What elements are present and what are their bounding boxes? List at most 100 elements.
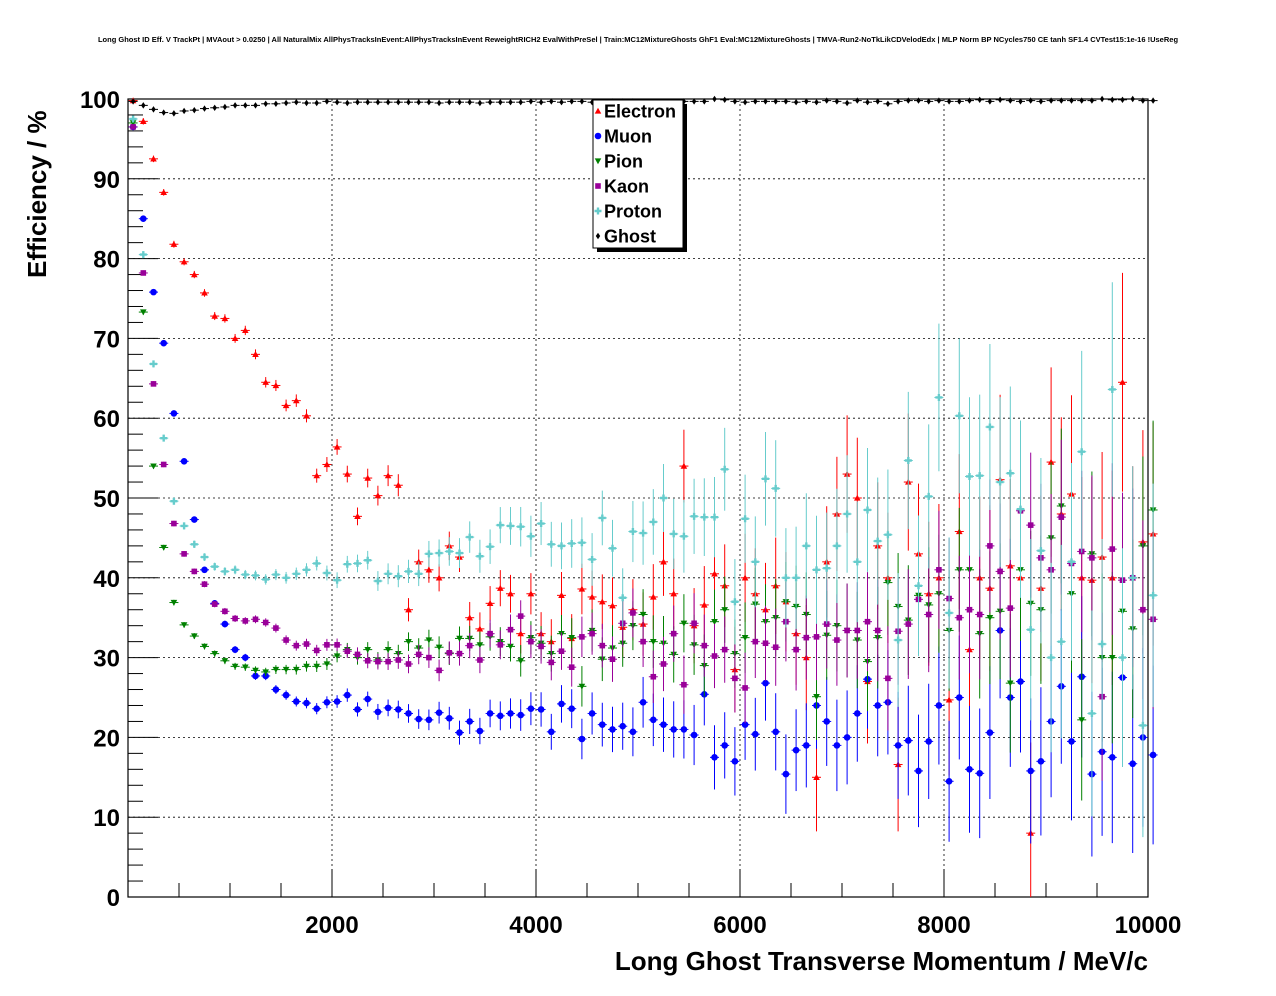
data-point [345, 99, 350, 107]
data-point [385, 658, 391, 665]
data-point [997, 96, 1003, 103]
data-point [313, 705, 321, 712]
data-point [384, 646, 392, 653]
data-point [579, 634, 585, 640]
data-point [680, 462, 688, 469]
data-point [548, 728, 555, 736]
data-point [343, 560, 351, 568]
data-point [1008, 97, 1013, 104]
data-point [191, 633, 198, 640]
data-point [242, 618, 249, 624]
data-point [221, 620, 229, 628]
data-point [670, 726, 677, 733]
data-point [1089, 555, 1095, 561]
data-point [833, 742, 841, 749]
data-point [385, 98, 391, 106]
data-point [477, 99, 483, 107]
data-point [772, 484, 780, 492]
data-point [293, 666, 300, 673]
data-point [834, 98, 840, 105]
data-point [263, 100, 268, 107]
data-point [405, 606, 412, 613]
legend-box [592, 99, 684, 249]
data-point [333, 576, 341, 584]
data-point [680, 532, 688, 540]
data-point [558, 542, 565, 550]
data-point [272, 571, 280, 579]
data-point [486, 710, 494, 717]
data-point [282, 666, 290, 673]
data-point [1057, 638, 1065, 646]
data-point [905, 737, 912, 744]
data-point [221, 315, 229, 322]
data-point [996, 478, 1004, 486]
data-point [537, 706, 545, 713]
data-point [415, 651, 422, 658]
data-point [741, 721, 749, 728]
data-point [1017, 505, 1024, 513]
data-point [712, 95, 717, 103]
data-point [364, 646, 371, 653]
data-point [406, 98, 411, 106]
data-point [1099, 95, 1105, 103]
data-point [466, 718, 474, 725]
data-point [150, 288, 157, 296]
data-point [650, 593, 657, 600]
data-point [242, 327, 249, 334]
data-point [181, 551, 187, 557]
data-point [517, 711, 524, 719]
legend-label: Kaon [604, 177, 649, 197]
data-point [160, 189, 167, 196]
legend-entry-kaon: Kaon [595, 177, 649, 197]
data-point [497, 642, 504, 648]
legend-label: Ghost [604, 227, 656, 247]
data-point [160, 461, 167, 468]
data-point [374, 492, 382, 499]
data-point [486, 600, 494, 606]
data-point [1028, 97, 1033, 104]
data-point [201, 289, 208, 296]
data-point [365, 98, 370, 106]
data-point [833, 542, 841, 550]
data-point [742, 98, 748, 106]
data-point [854, 494, 861, 501]
data-point [885, 675, 891, 682]
data-point [956, 614, 963, 621]
data-point [1129, 760, 1136, 768]
data-point [977, 96, 982, 103]
data-point [354, 559, 361, 567]
data-point [252, 672, 259, 680]
data-point [864, 618, 871, 625]
data-point [466, 642, 473, 649]
data-point [578, 735, 586, 743]
data-point [191, 568, 198, 575]
data-point [945, 696, 953, 703]
data-point [792, 574, 800, 582]
data-point [915, 582, 922, 590]
data-point [313, 647, 320, 654]
data-point [1059, 97, 1064, 104]
legend-marker [594, 107, 602, 114]
data-point [141, 102, 146, 109]
data-point [711, 754, 718, 761]
y-tick-label-0: 0 [107, 885, 120, 912]
legend-marker [594, 132, 602, 140]
data-point [589, 630, 595, 637]
data-point [171, 110, 177, 117]
data-point [792, 746, 800, 754]
data-point [201, 643, 208, 650]
data-point [1109, 754, 1116, 761]
legend-label: Electron [604, 102, 676, 122]
data-point [273, 100, 279, 107]
data-point [467, 98, 472, 106]
data-point [1110, 96, 1115, 103]
data-point [681, 98, 687, 105]
data-point [957, 98, 962, 105]
data-point [232, 102, 238, 109]
data-point [813, 566, 820, 574]
data-point [497, 712, 504, 720]
data-point [476, 552, 484, 560]
legend-label: Muon [604, 127, 652, 147]
legend-marker [594, 158, 602, 165]
data-point [599, 598, 606, 605]
